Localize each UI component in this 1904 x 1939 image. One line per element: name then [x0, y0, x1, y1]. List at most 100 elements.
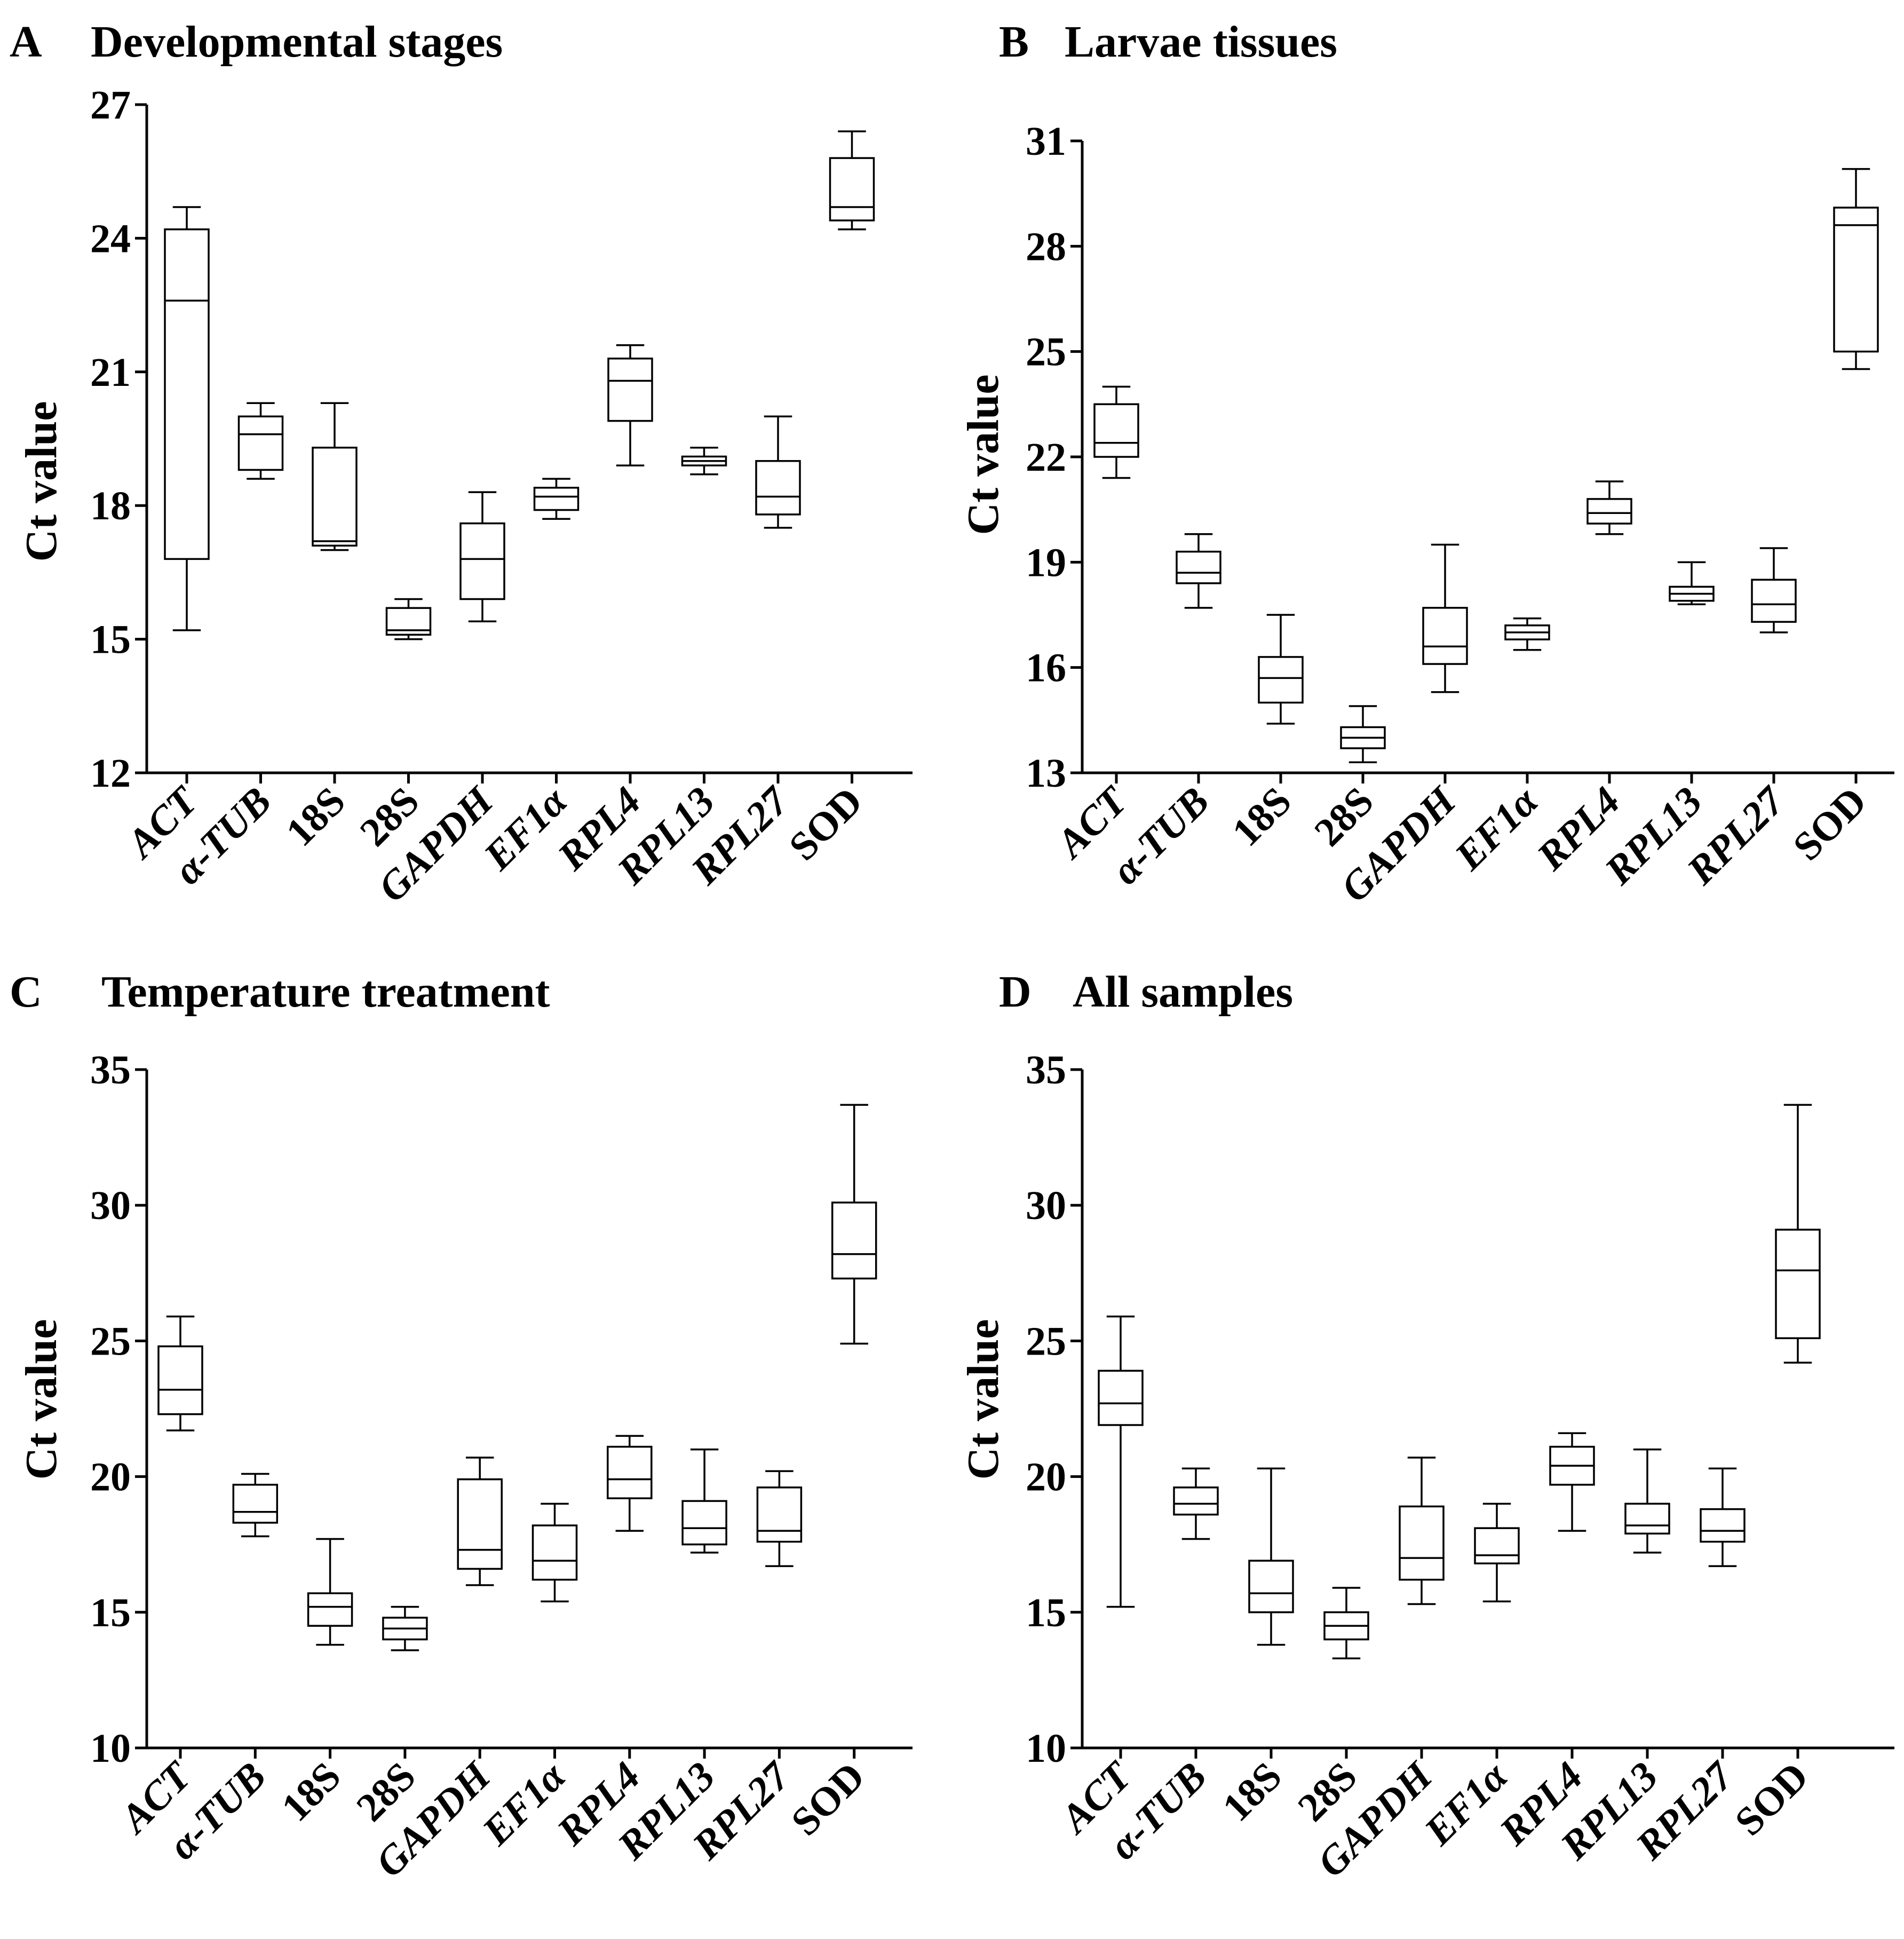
- panel-a-box-rpl4: [607, 344, 653, 466]
- panel-a-iqr-box-rpl27: [755, 460, 801, 516]
- panel-d-title: All samples: [1073, 967, 1293, 1017]
- panel-c-box-gapdh: [457, 1457, 503, 1586]
- panel-a-iqr-box-alpha-tub: [237, 415, 284, 471]
- panel-a-box-rpl27: [755, 415, 801, 529]
- panel-a-y-tick-label: 21: [90, 350, 131, 395]
- panel-c-box-rpl27: [756, 1470, 803, 1568]
- panel-b-box-act: [1093, 385, 1139, 479]
- panel-b-iqr-box-rpl27: [1751, 579, 1797, 623]
- panel-c-y-tick-label: 25: [90, 1319, 131, 1364]
- panel-b-iqr-box-sod: [1833, 207, 1879, 353]
- panel-d-y-tick-label: 25: [1026, 1319, 1066, 1364]
- panel-c-category-label-sod: SOD: [783, 1754, 874, 1845]
- panel-d-box-28s: [1323, 1587, 1369, 1659]
- panel-a-title: Developmental stages: [91, 17, 503, 67]
- panel-c-iqr-box-gapdh: [457, 1478, 503, 1570]
- panel-d-iqr-box-sod: [1775, 1229, 1821, 1340]
- panel-b-title: Larvae tissues: [1065, 17, 1337, 67]
- panel-d-y-axis-title: Ct value: [958, 1319, 1008, 1480]
- panel-b-y-tick-label: 19: [1026, 540, 1066, 585]
- panel-c-y-tick-label: 20: [90, 1455, 131, 1500]
- panel-c-iqr-box-rpl27: [756, 1486, 803, 1543]
- panel-b-y-tick-label: 16: [1026, 646, 1066, 691]
- panel-d-box-rpl13: [1624, 1449, 1670, 1554]
- panel-b: B Larvae tissues Ct value 13 16 19 22 25 28 31…: [958, 17, 1894, 911]
- panel-a-box-28s: [385, 598, 432, 640]
- panel-c-box-rpl13: [681, 1449, 727, 1554]
- panel-b-category-label-sod: SOD: [1784, 779, 1875, 869]
- panel-d-iqr-box-rpl27: [1700, 1508, 1746, 1543]
- panel-c-iqr-box-alpha-tub: [232, 1484, 279, 1524]
- panel-b-y-tick-label: 28: [1026, 224, 1066, 269]
- panel-b-box-rpl4: [1586, 480, 1632, 535]
- panel-b-box-alpha-tub: [1176, 533, 1221, 609]
- panel-d-iqr-box-alpha-tub: [1173, 1486, 1219, 1516]
- panel-a-y-tick-label: 24: [90, 216, 131, 261]
- panel-c-y-tick-label: 15: [90, 1590, 131, 1635]
- panel-b-letter: B: [999, 17, 1029, 67]
- panel-d-iqr-box-gapdh: [1399, 1505, 1445, 1581]
- panel-a-plot: 121518212427ACTα-TUB18S28SGAPDHEF1αRPL4R…: [90, 83, 913, 911]
- panel-d-box-sod: [1775, 1104, 1821, 1364]
- panel-c-title: Temperature treatment: [101, 967, 550, 1017]
- panel-c-box-ef1alpha: [531, 1502, 578, 1603]
- panel-d-box-18s: [1248, 1467, 1294, 1646]
- panel-c-box-rpl4: [607, 1435, 653, 1532]
- panel-c-y-tick-label: 30: [90, 1183, 131, 1228]
- panel-d-y-tick-label: 20: [1026, 1455, 1066, 1500]
- panel-d-iqr-box-18s: [1248, 1560, 1294, 1613]
- panel-a-y-axis-title: Ct value: [17, 401, 66, 562]
- panel-b-category-label-rpl27: RPL27: [1678, 778, 1794, 893]
- panel-c-category-label-ef1alpha: EF1α: [473, 1753, 575, 1854]
- panel-b-y-axis-title: Ct value: [958, 375, 1008, 535]
- panel-b-iqr-box-act: [1093, 403, 1139, 458]
- panel-c-y-tick-label: 10: [90, 1726, 131, 1771]
- panel-b-iqr-box-rpl4: [1586, 498, 1632, 525]
- panel-c-iqr-box-sod: [831, 1201, 877, 1280]
- panel-b-y-tick-label: 22: [1026, 435, 1066, 480]
- panel-d-letter: D: [999, 967, 1032, 1017]
- panel-b-box-18s: [1258, 614, 1304, 725]
- panel-a-box-gapdh: [459, 491, 505, 622]
- panel-d-y-tick-label: 35: [1026, 1048, 1066, 1093]
- panel-a-y-tick-label: 18: [90, 484, 131, 528]
- panel-d-box-act: [1098, 1315, 1144, 1608]
- panel-c-box-sod: [831, 1104, 877, 1345]
- panel-b-box-ef1alpha: [1504, 617, 1550, 651]
- panel-d-iqr-box-ef1alpha: [1474, 1527, 1520, 1565]
- panel-c: C Temperature treatment Ct value 10 15 20 2…: [10, 967, 913, 1886]
- panel-a-letter: A: [10, 17, 42, 67]
- panel-b-box-rpl27: [1751, 547, 1797, 634]
- panel-a-box-ef1alpha: [533, 478, 580, 520]
- panel-b-box-rpl13: [1669, 561, 1715, 606]
- panel-c-y-axis-title: Ct value: [17, 1319, 66, 1480]
- panel-c-plot: 101520253035ACTα-TUB18S28SGAPDHEF1αRPL4R…: [90, 1048, 913, 1886]
- panel-b-box-sod: [1833, 168, 1879, 370]
- panel-d-box-ef1alpha: [1474, 1502, 1520, 1603]
- panel-a-y-tick-label: 15: [90, 618, 131, 662]
- panel-d-y-tick-label: 30: [1026, 1183, 1066, 1228]
- panel-b-box-gapdh: [1422, 543, 1468, 693]
- panel-b-category-label-ef1alpha: EF1α: [1446, 778, 1548, 879]
- panel-d-box-gapdh: [1399, 1457, 1445, 1605]
- panel-c-box-alpha-tub: [232, 1473, 279, 1538]
- panel-a-y-tick-label: 27: [90, 83, 131, 128]
- panel-a-iqr-box-act: [164, 228, 210, 560]
- panel-d-category-label-sod: SOD: [1726, 1754, 1817, 1845]
- panel-a-y-tick-label: 12: [90, 751, 131, 796]
- panel-d-category-label-18s: 18S: [1214, 1754, 1290, 1830]
- panel-d-iqr-box-act: [1098, 1370, 1144, 1426]
- panel-a-box-act: [164, 206, 210, 631]
- panel-c-letter: C: [10, 967, 42, 1017]
- panel-a-iqr-box-rpl4: [607, 358, 653, 422]
- panel-a-iqr-box-ef1alpha: [533, 487, 580, 511]
- panel-c-y-tick-label: 35: [90, 1048, 131, 1093]
- panel-b-y-tick-label: 13: [1026, 751, 1066, 796]
- panel-c-iqr-box-18s: [307, 1592, 353, 1627]
- panel-d-box-rpl27: [1700, 1467, 1746, 1568]
- panel-d-iqr-box-rpl13: [1624, 1502, 1670, 1535]
- panel-c-iqr-box-act: [157, 1345, 203, 1415]
- panel-c-iqr-box-ef1alpha: [531, 1524, 578, 1581]
